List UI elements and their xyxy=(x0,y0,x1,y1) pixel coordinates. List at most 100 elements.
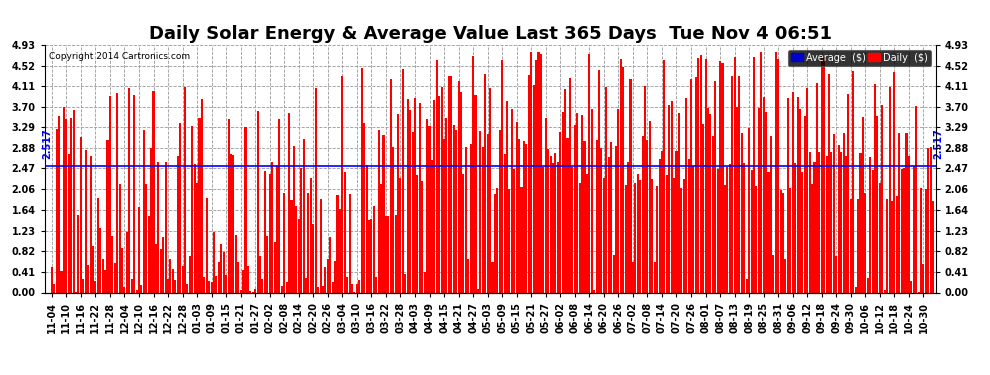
Text: 2.517: 2.517 xyxy=(42,128,51,159)
Bar xyxy=(794,163,796,292)
Bar xyxy=(779,190,782,292)
Bar xyxy=(484,74,486,292)
Bar xyxy=(447,76,449,292)
Bar xyxy=(762,97,764,292)
Bar xyxy=(884,291,886,292)
Bar xyxy=(412,132,414,292)
Bar xyxy=(67,154,69,292)
Bar xyxy=(521,188,523,292)
Bar xyxy=(670,101,672,292)
Bar xyxy=(298,219,300,292)
Bar xyxy=(368,219,370,292)
Bar xyxy=(533,85,535,292)
Bar xyxy=(637,174,639,292)
Bar xyxy=(228,119,230,292)
Bar xyxy=(656,186,658,292)
Bar xyxy=(208,281,210,292)
Bar xyxy=(235,235,237,292)
Bar xyxy=(600,147,603,292)
Bar xyxy=(176,156,179,292)
Bar xyxy=(739,76,741,292)
Bar xyxy=(838,144,840,292)
Bar xyxy=(247,266,248,292)
Bar xyxy=(697,58,699,292)
Bar xyxy=(254,289,256,292)
Bar xyxy=(124,287,126,292)
Bar xyxy=(439,96,441,292)
Bar xyxy=(745,279,747,292)
Bar xyxy=(63,107,65,292)
Bar xyxy=(404,274,406,292)
Bar xyxy=(787,98,789,292)
Bar xyxy=(243,270,245,292)
Bar xyxy=(240,290,242,292)
Bar xyxy=(881,105,883,292)
Bar xyxy=(426,119,428,292)
Bar xyxy=(392,147,394,292)
Bar xyxy=(736,107,738,292)
Bar xyxy=(283,193,285,292)
Bar xyxy=(469,144,471,292)
Bar xyxy=(869,157,871,292)
Bar xyxy=(286,282,288,292)
Bar xyxy=(157,162,159,292)
Bar xyxy=(395,215,397,292)
Bar xyxy=(397,114,399,292)
Bar xyxy=(146,184,148,292)
Bar xyxy=(511,110,513,292)
Bar xyxy=(685,98,687,292)
Bar xyxy=(189,256,191,292)
Bar xyxy=(760,52,762,292)
Bar xyxy=(622,67,625,292)
Bar xyxy=(574,125,576,292)
Bar xyxy=(908,156,910,292)
Bar xyxy=(424,272,426,292)
Bar xyxy=(218,262,220,292)
Bar xyxy=(136,290,138,292)
Bar xyxy=(474,95,476,292)
Bar xyxy=(866,278,869,292)
Bar xyxy=(886,199,888,292)
Bar xyxy=(186,284,188,292)
Bar xyxy=(377,130,380,292)
Bar xyxy=(891,201,893,292)
Bar xyxy=(509,189,511,292)
Bar xyxy=(150,148,152,292)
Bar xyxy=(821,57,823,292)
Bar xyxy=(65,119,67,292)
Bar xyxy=(167,279,169,292)
Bar xyxy=(578,183,581,292)
Bar xyxy=(264,171,266,292)
Bar xyxy=(55,129,57,292)
Bar xyxy=(344,172,346,292)
Bar xyxy=(544,118,546,292)
Bar xyxy=(898,133,900,292)
Bar xyxy=(930,147,932,292)
Bar xyxy=(906,133,908,292)
Bar xyxy=(312,224,315,292)
Bar xyxy=(852,71,854,292)
Bar xyxy=(315,88,317,292)
Bar xyxy=(854,286,856,292)
Bar xyxy=(365,165,367,292)
Title: Daily Solar Energy & Average Value Last 365 Days  Tue Nov 4 06:51: Daily Solar Energy & Average Value Last … xyxy=(148,26,832,44)
Bar xyxy=(833,134,835,292)
Bar xyxy=(116,93,118,292)
Bar xyxy=(119,184,121,292)
Bar xyxy=(276,166,278,292)
Bar xyxy=(417,176,419,292)
Bar xyxy=(452,124,454,292)
Bar xyxy=(380,184,382,292)
Bar xyxy=(661,151,663,292)
Bar xyxy=(767,172,769,292)
Bar xyxy=(273,242,275,292)
Bar xyxy=(712,136,714,292)
Bar xyxy=(198,118,201,292)
Bar xyxy=(658,159,660,292)
Bar xyxy=(831,152,833,292)
Bar xyxy=(196,183,198,292)
Bar xyxy=(467,259,469,292)
Bar xyxy=(94,281,96,292)
Bar xyxy=(688,159,690,292)
Bar xyxy=(862,117,864,292)
